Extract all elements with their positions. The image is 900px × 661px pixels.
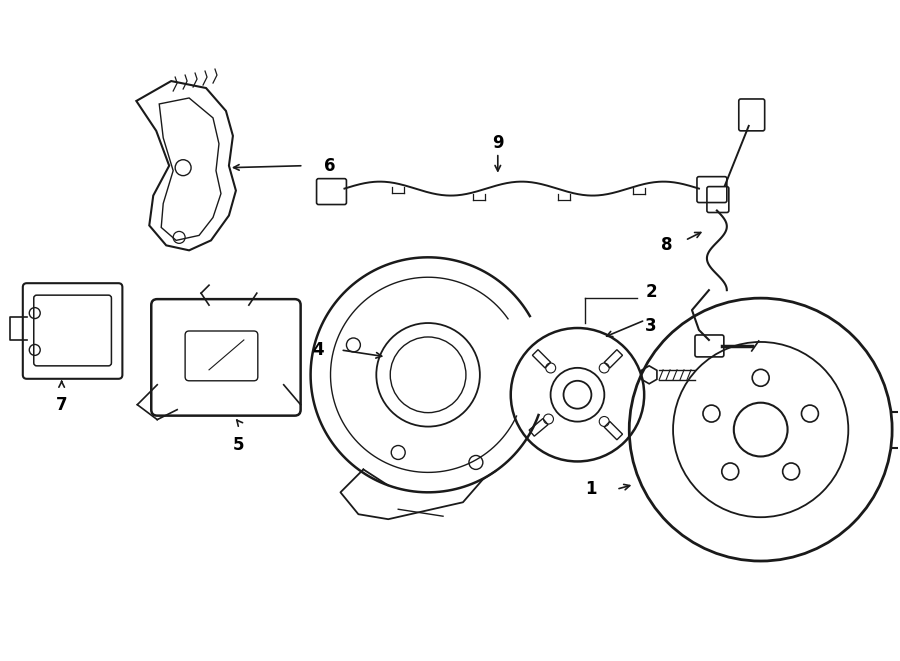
- Text: 7: 7: [56, 396, 68, 414]
- Text: 5: 5: [233, 436, 245, 453]
- Text: 8: 8: [662, 237, 673, 254]
- Text: 4: 4: [312, 341, 324, 359]
- Text: 3: 3: [645, 317, 657, 335]
- Text: 6: 6: [323, 157, 335, 175]
- Text: 1: 1: [586, 481, 598, 498]
- Text: 9: 9: [492, 134, 504, 152]
- Text: 2: 2: [645, 283, 657, 301]
